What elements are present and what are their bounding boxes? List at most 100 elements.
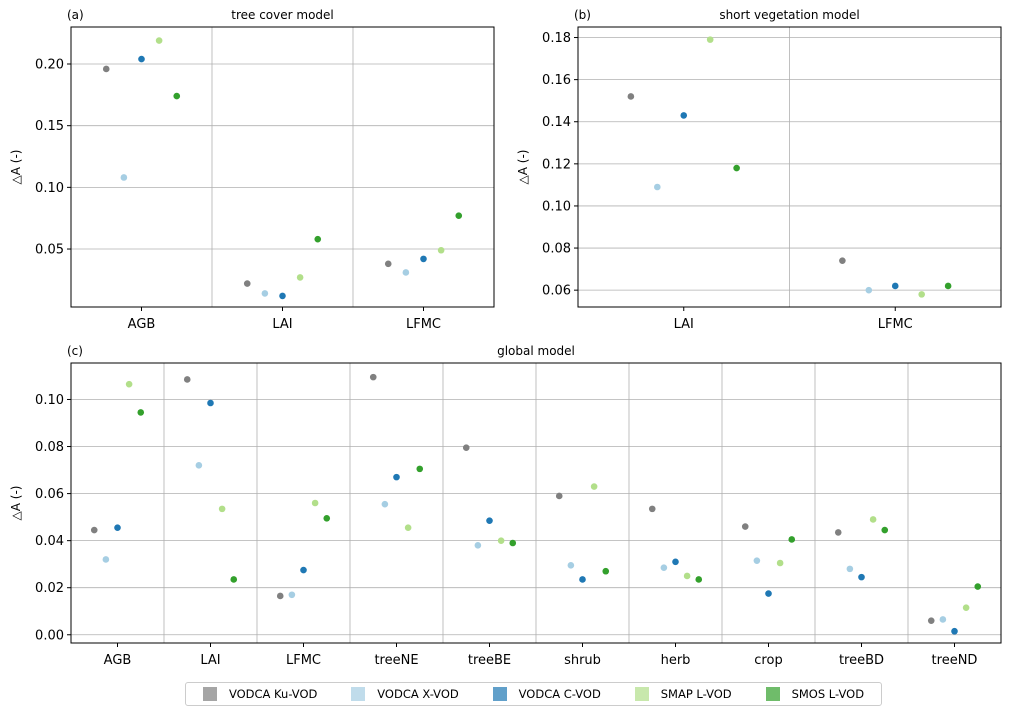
data-point bbox=[683, 572, 691, 580]
panel-title: global model bbox=[497, 344, 575, 358]
legend-item-smos: SMOS L-VOD bbox=[765, 687, 864, 701]
y-tick-label: 0.08 bbox=[542, 242, 571, 257]
x-tick-label: LFMC bbox=[878, 317, 913, 332]
x-tick-label: LAI bbox=[272, 317, 292, 332]
data-point bbox=[138, 55, 145, 63]
data-point bbox=[654, 183, 661, 191]
legend-swatch-ku bbox=[202, 687, 217, 701]
legend-label-smap: SMAP L-VOD bbox=[660, 687, 732, 701]
data-point bbox=[462, 444, 470, 452]
data-point bbox=[311, 499, 319, 507]
data-point bbox=[865, 286, 873, 294]
panel-label: (c) bbox=[67, 344, 83, 358]
data-point bbox=[207, 399, 214, 407]
data-point bbox=[474, 542, 482, 549]
data-point bbox=[660, 564, 668, 572]
y-tick-label: 0.14 bbox=[542, 115, 571, 130]
legend-swatch-x bbox=[351, 687, 366, 701]
legend-item-ku: VODCA Ku-VOD bbox=[202, 687, 317, 701]
y-tick-label: 0.04 bbox=[35, 534, 64, 549]
data-point bbox=[590, 483, 598, 490]
data-point bbox=[839, 257, 846, 264]
data-point bbox=[381, 500, 389, 508]
data-point bbox=[155, 37, 163, 44]
data-point bbox=[509, 539, 517, 547]
panel-title: short vegetation model bbox=[719, 8, 859, 22]
legend-item-c: VODCA C-VOD bbox=[492, 687, 601, 701]
data-point bbox=[672, 558, 679, 566]
data-point bbox=[455, 212, 463, 220]
data-point bbox=[648, 505, 656, 513]
data-point bbox=[962, 604, 970, 612]
y-tick-label: 0.15 bbox=[35, 119, 64, 134]
plot-frame bbox=[577, 26, 1002, 308]
x-tick-label: treeNE bbox=[374, 653, 418, 668]
y-tick-label: 0.20 bbox=[35, 58, 64, 73]
data-point bbox=[881, 526, 889, 534]
data-point bbox=[741, 523, 749, 530]
data-point bbox=[314, 235, 322, 243]
plot-frame bbox=[70, 362, 1002, 644]
x-tick-label: shrub bbox=[564, 653, 601, 668]
legend-item-x: VODCA X-VOD bbox=[351, 687, 459, 701]
data-point bbox=[218, 505, 226, 513]
x-tick-label: treeND bbox=[932, 653, 978, 668]
data-point bbox=[243, 280, 251, 287]
y-axis-label: △A (-) bbox=[9, 486, 23, 521]
legend-item-smap: SMAP L-VOD bbox=[634, 687, 732, 701]
data-point bbox=[393, 473, 400, 481]
data-point bbox=[102, 65, 110, 73]
x-tick-label: LAI bbox=[674, 317, 694, 332]
data-point bbox=[555, 492, 563, 500]
data-point bbox=[776, 559, 784, 567]
y-tick-label: 0.02 bbox=[35, 581, 64, 596]
y-axis-label: △A (-) bbox=[9, 150, 23, 185]
data-point bbox=[276, 592, 284, 600]
data-point bbox=[120, 174, 128, 181]
legend-swatch-smos bbox=[765, 687, 780, 701]
data-point bbox=[137, 409, 145, 416]
panel-label: (a) bbox=[67, 8, 84, 22]
data-point bbox=[173, 92, 181, 100]
data-point bbox=[296, 274, 304, 281]
data-point bbox=[834, 529, 842, 536]
data-point bbox=[384, 260, 392, 268]
data-point bbox=[974, 583, 982, 590]
x-tick-label: crop bbox=[754, 653, 782, 668]
data-point bbox=[195, 462, 203, 469]
y-tick-label: 0.10 bbox=[35, 393, 64, 408]
data-point bbox=[918, 291, 925, 298]
data-point bbox=[102, 556, 110, 563]
y-tick-label: 0.16 bbox=[542, 73, 571, 88]
panel-c: 0.00 0.02 0.04 0.06 0.08 0.10 AGB LAI LFMC treeNE… bbox=[9, 344, 1002, 668]
data-point bbox=[114, 524, 121, 532]
x-tick-label: herb bbox=[661, 653, 691, 668]
x-tick-label: LAI bbox=[200, 653, 220, 668]
data-point bbox=[706, 36, 714, 43]
data-point bbox=[680, 112, 688, 119]
legend-swatch-c bbox=[492, 687, 507, 701]
panel-label: (b) bbox=[574, 8, 591, 22]
panel-a: 0.05 0.10 0.15 0.20 AGB LAI LFMC △A (-) (a) tree … bbox=[9, 8, 495, 332]
y-axis-label: △A (-) bbox=[516, 150, 530, 185]
data-point bbox=[869, 516, 877, 523]
y-tick-label: 0.12 bbox=[542, 157, 571, 172]
plot-frame bbox=[70, 26, 495, 308]
y-tick-label: 0.10 bbox=[35, 181, 64, 196]
y-tick-label: 0.10 bbox=[542, 199, 571, 214]
panel-b: 0.06 0.08 0.10 0.12 0.14 0.16 0.18 LAI LFMC △A (-… bbox=[516, 8, 1002, 332]
x-tick-label: treeBE bbox=[468, 653, 511, 668]
data-point bbox=[183, 376, 191, 383]
legend-label-x: VODCA X-VOD bbox=[377, 687, 459, 701]
data-point bbox=[579, 576, 586, 583]
data-point bbox=[125, 380, 133, 388]
data-point bbox=[567, 562, 575, 569]
data-point bbox=[261, 290, 269, 297]
data-point bbox=[230, 576, 238, 583]
y-tick-label: 0.18 bbox=[542, 31, 571, 46]
data-point bbox=[486, 517, 493, 524]
data-point bbox=[404, 524, 412, 532]
data-point bbox=[420, 255, 427, 263]
data-point bbox=[753, 557, 761, 564]
x-tick-label: treeBD bbox=[839, 653, 884, 668]
